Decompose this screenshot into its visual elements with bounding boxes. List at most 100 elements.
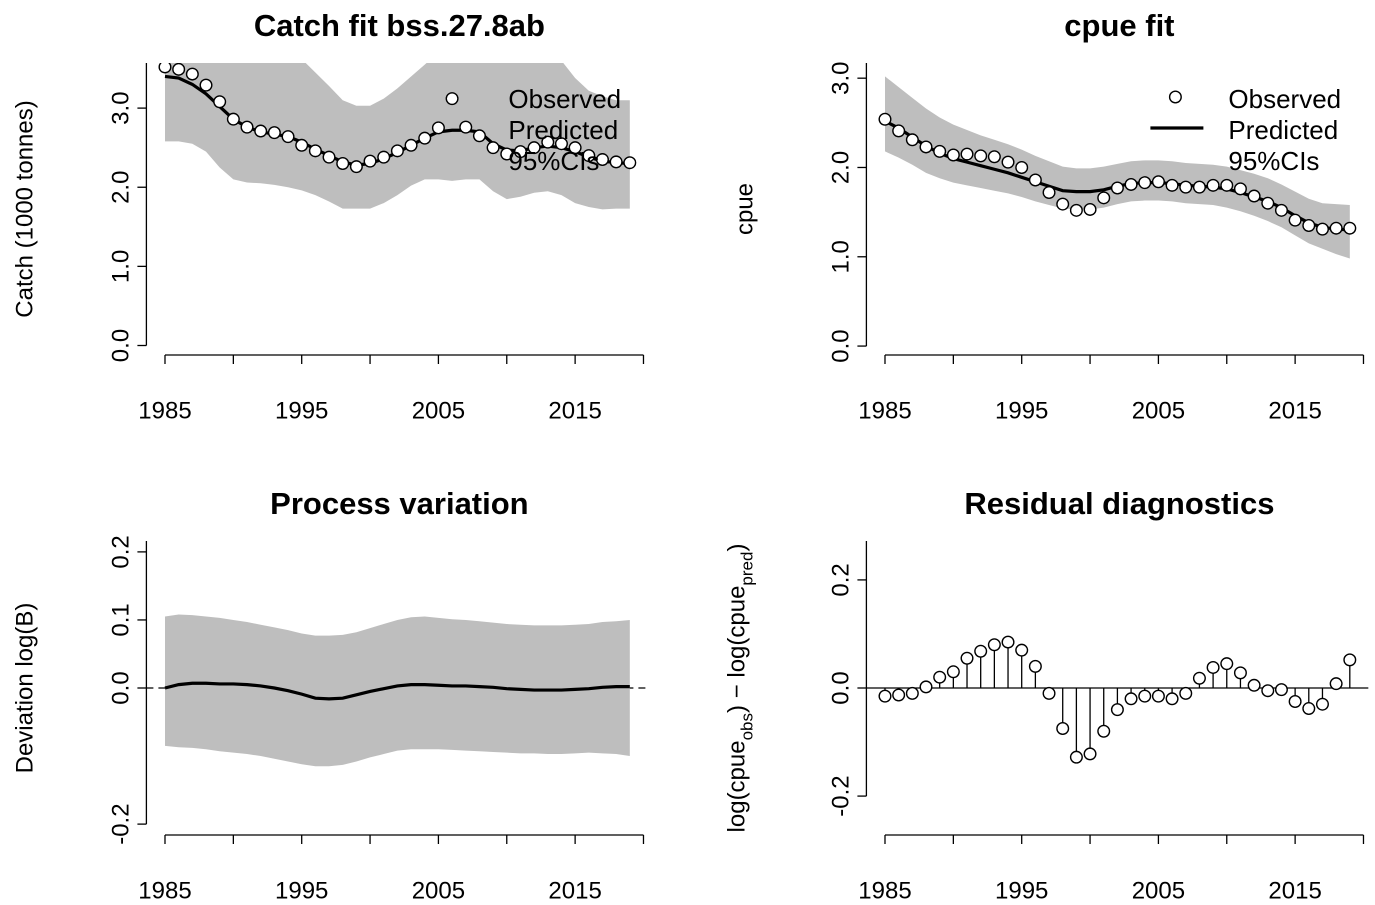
observed-point xyxy=(1151,175,1165,189)
residual-point xyxy=(1274,683,1288,697)
y-tick-label: 2.0 xyxy=(108,171,135,204)
y-axis-label-part: ) − log(cpue xyxy=(724,586,751,713)
observed-point xyxy=(322,150,336,164)
observed-point xyxy=(185,67,199,81)
observed-point xyxy=(1343,221,1357,235)
residual-point xyxy=(1220,657,1234,671)
observed-point xyxy=(240,120,254,134)
residual-point xyxy=(1056,722,1070,736)
residual-point xyxy=(1261,684,1275,698)
observed-point xyxy=(486,141,500,155)
observed-point xyxy=(919,140,933,154)
observed-point xyxy=(336,156,350,170)
observed-point xyxy=(418,131,432,145)
y-axis-label: log(cpueobs) − log(cpuepred) xyxy=(724,544,757,833)
observed-point xyxy=(349,160,363,174)
residual-point xyxy=(1042,686,1056,700)
residual-point xyxy=(1083,747,1097,761)
observed-point xyxy=(281,130,295,144)
observed-point xyxy=(1028,173,1042,187)
y-tick-label: 1.0 xyxy=(828,240,855,273)
plot-area xyxy=(866,635,1369,764)
residual-point xyxy=(1343,653,1357,667)
residual-point xyxy=(1015,643,1029,657)
legend-label: 95%CIs xyxy=(1228,146,1319,176)
observed-point xyxy=(390,144,404,158)
observed-point xyxy=(1056,197,1070,211)
observed-point xyxy=(1165,178,1179,192)
observed-point xyxy=(199,78,213,92)
panel-title: Residual diagnostics xyxy=(964,486,1274,521)
ci-band xyxy=(164,614,630,767)
observed-point xyxy=(1110,181,1124,195)
residual-point xyxy=(946,665,960,679)
observed-point xyxy=(554,137,568,151)
legend-symbol xyxy=(1168,90,1182,104)
observed-point xyxy=(595,153,609,167)
observed-point xyxy=(1247,189,1261,203)
observed-point xyxy=(500,147,514,161)
x-tick-label: 1985 xyxy=(138,877,191,904)
residual-point xyxy=(1138,689,1152,703)
x-tick-label: 2005 xyxy=(1132,877,1185,904)
observed-point xyxy=(1233,182,1247,196)
observed-point xyxy=(568,141,582,155)
y-axis-label: cpue xyxy=(732,183,759,235)
observed-point xyxy=(1220,178,1234,192)
legend-label: Observed xyxy=(1228,84,1341,114)
x-tick-label: 1995 xyxy=(995,397,1048,424)
observed-point xyxy=(172,63,186,76)
x-tick-label: 2015 xyxy=(548,877,601,904)
residual-point xyxy=(892,688,906,702)
ci-band xyxy=(884,76,1350,259)
y-axis-label: Catch (1000 tonnes) xyxy=(12,100,39,317)
y-axis-label-part: ) xyxy=(724,544,751,552)
plot-area xyxy=(158,63,637,210)
observed-point xyxy=(623,156,637,170)
observed-point xyxy=(905,133,919,147)
x-tick-label: 2005 xyxy=(412,397,465,424)
y-axis-label-subscript: pred xyxy=(737,552,756,586)
residual-point xyxy=(974,644,988,658)
observed-point xyxy=(987,150,1001,164)
x-tick-label: 1985 xyxy=(858,877,911,904)
observed-point xyxy=(1015,160,1029,174)
observed-point xyxy=(226,112,240,126)
x-tick-label: 2005 xyxy=(412,877,465,904)
residual-point xyxy=(878,689,892,703)
observed-point xyxy=(1288,213,1302,227)
x-tick-label: 2015 xyxy=(1268,877,1321,904)
observed-point xyxy=(609,155,623,169)
observed-point xyxy=(363,154,377,168)
y-tick-label: 0.1 xyxy=(108,603,135,636)
residual-point xyxy=(1315,697,1329,711)
observed-point xyxy=(1138,176,1152,190)
observed-point xyxy=(1179,180,1193,194)
observed-point xyxy=(1042,185,1056,199)
y-tick-label: 2.0 xyxy=(828,151,855,184)
panel: Process variation Deviation log(B) -0.2 0.0… xyxy=(12,486,649,904)
y-axis-label-subscript: obs xyxy=(737,713,756,740)
observed-point xyxy=(974,149,988,163)
observed-point xyxy=(254,124,268,138)
observed-point xyxy=(878,112,892,126)
residual-point xyxy=(1329,677,1343,691)
x-tick-label: 1985 xyxy=(138,397,191,424)
residual-point xyxy=(1302,702,1316,716)
observed-point xyxy=(1261,196,1275,210)
panel-title: Process variation xyxy=(270,486,528,521)
residual-point xyxy=(1165,692,1179,706)
observed-point xyxy=(158,63,172,74)
y-tick-label: 3.0 xyxy=(828,61,855,94)
residual-point xyxy=(1288,695,1302,709)
observed-point xyxy=(582,149,596,163)
y-tick-label: 0.0 xyxy=(108,329,135,362)
observed-point xyxy=(1097,191,1111,205)
observed-point xyxy=(1001,155,1015,169)
observed-point xyxy=(1124,177,1138,191)
residual-point xyxy=(1179,686,1193,700)
legend-label: Predicted xyxy=(1228,115,1338,145)
x-tick-label: 2015 xyxy=(548,397,601,424)
x-tick-label: 1985 xyxy=(858,397,911,424)
observed-point xyxy=(1069,203,1083,217)
